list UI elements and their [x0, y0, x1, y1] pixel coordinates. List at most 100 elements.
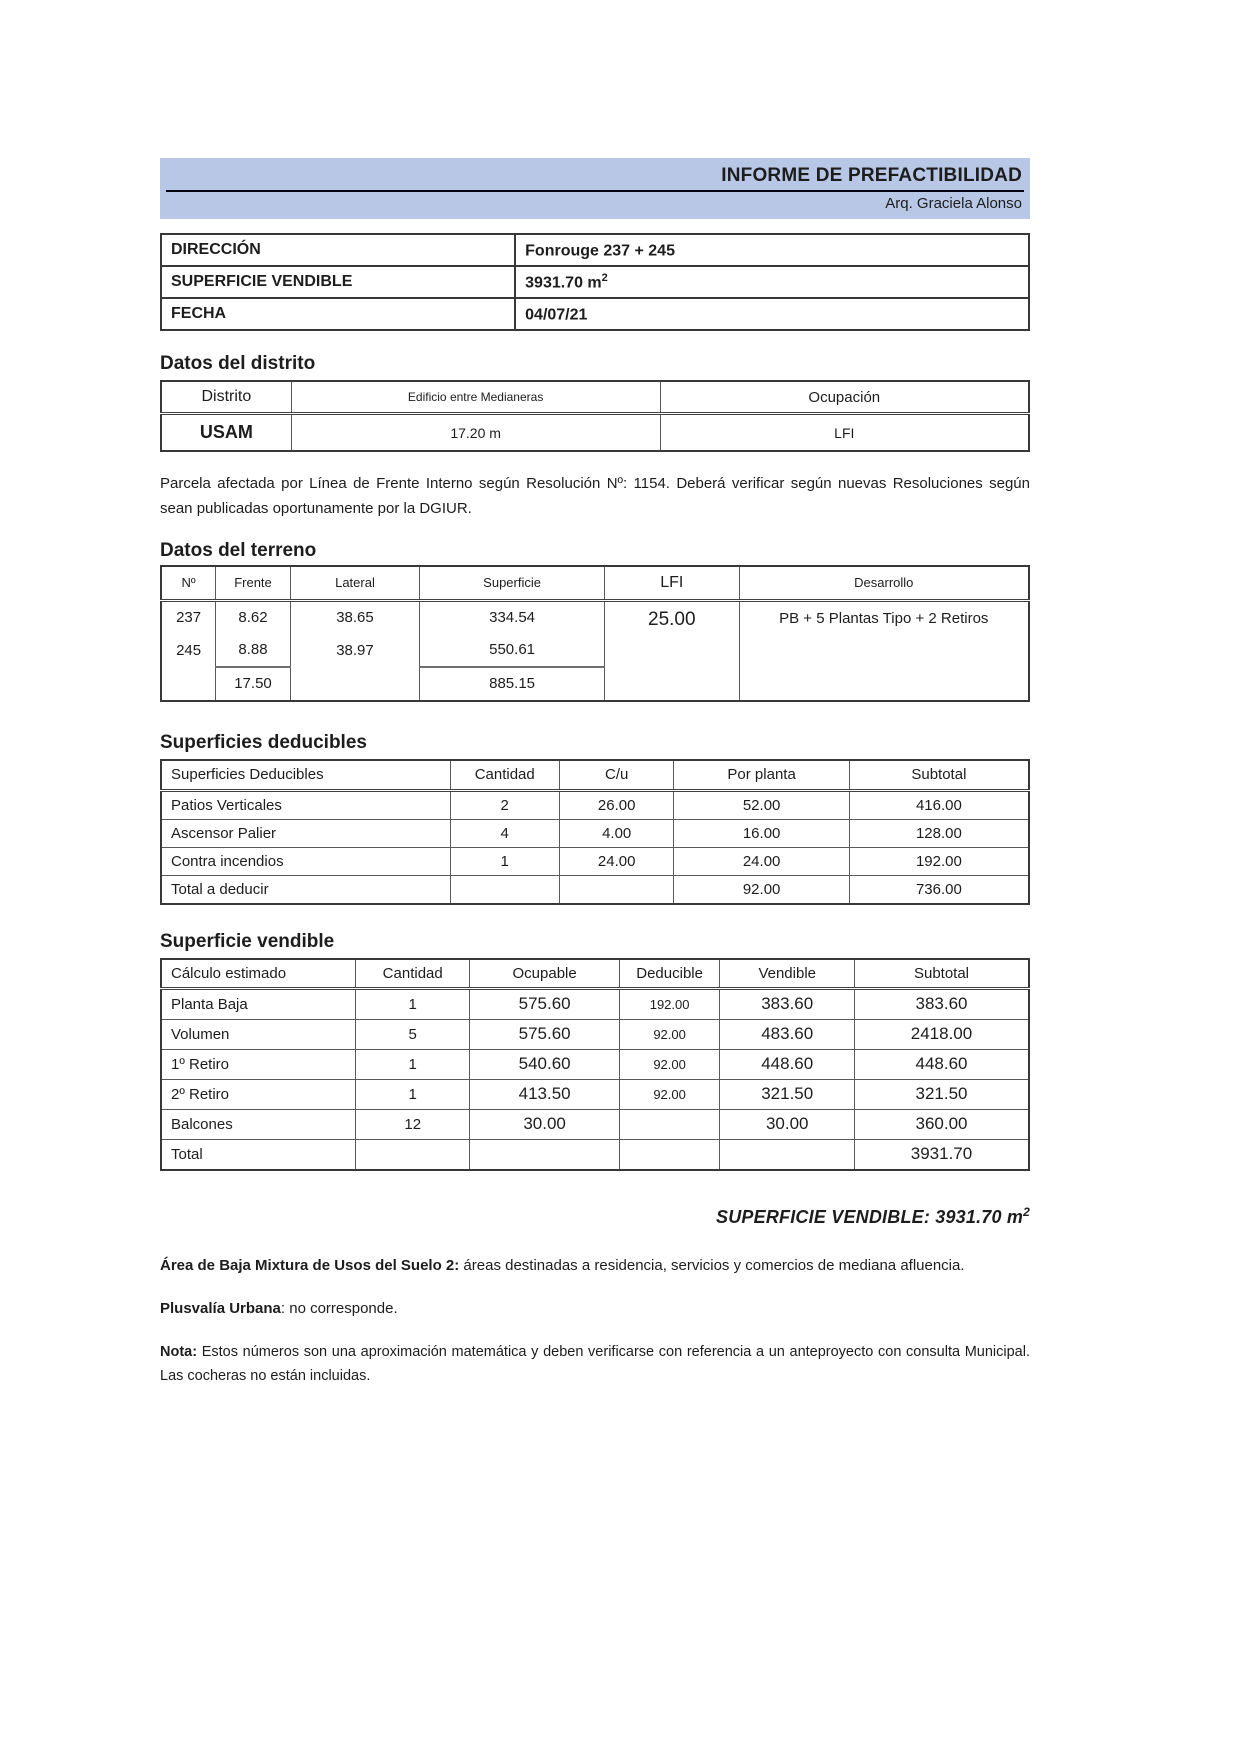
- edificio-value: 17.20 m: [290, 413, 661, 452]
- table-cell: [618, 1138, 721, 1170]
- terreno-table: Nº Frente Lateral Superficie LFI Desarro…: [160, 564, 1030, 702]
- table-row: Volumen 5 575.60 92.00 483.60 2418.00: [160, 1018, 1030, 1050]
- table-cell: 360.00: [853, 1108, 1030, 1140]
- table-row: Balcones 12 30.00 30.00 360.00: [160, 1108, 1030, 1140]
- table-cell: 575.60: [469, 987, 620, 1020]
- info-value-text: 3931.70 m: [525, 274, 602, 292]
- column-header: Frente: [215, 565, 291, 602]
- table-cell: 192.00: [848, 846, 1030, 876]
- info-label: FECHA: [159, 297, 517, 331]
- table-cell: 1: [354, 1048, 471, 1080]
- desarrollo-value: PB + 5 Plantas Tipo + 2 Retiros: [738, 600, 1030, 701]
- table-cell: 1: [354, 987, 471, 1020]
- terreno-heading: Datos del terreno: [160, 539, 317, 561]
- table-cell: Patios Verticales: [160, 789, 451, 820]
- header-band: INFORME DE PREFACTIBILIDAD Arq. Graciela…: [160, 158, 1030, 219]
- column-header: Nº: [160, 565, 217, 602]
- table-row: 2º Retiro 1 413.50 92.00 321.50 321.50: [160, 1078, 1030, 1110]
- column-header: Cantidad: [354, 958, 471, 990]
- table-cell: [289, 666, 421, 701]
- info-value-sup: 2: [601, 271, 608, 284]
- column-header: C/u: [558, 759, 675, 792]
- table-cell: 92.00: [673, 874, 850, 904]
- column-header: Distrito: [160, 380, 292, 415]
- table-cell: 8.88: [215, 633, 291, 668]
- table-cell: [160, 666, 217, 701]
- table-cell: 334.54: [419, 600, 606, 634]
- table-cell: 30.00: [719, 1108, 855, 1140]
- table-row: 1º Retiro 1 540.60 92.00 448.60 448.60: [160, 1048, 1030, 1080]
- table-cell: 483.60: [719, 1018, 855, 1050]
- table-cell: Total a deducir: [160, 874, 451, 904]
- table-row: Planta Baja 1 575.60 192.00 383.60 383.6…: [160, 987, 1030, 1020]
- table-cell: Contra incendios: [160, 846, 451, 876]
- deducibles-heading: Superficies deducibles: [160, 731, 367, 753]
- table-cell: Planta Baja: [160, 987, 356, 1020]
- column-header: Por planta: [673, 759, 850, 792]
- plusvalia-note: Plusvalía Urbana: no corresponde.: [160, 1300, 1030, 1317]
- column-header: Lateral: [289, 565, 421, 602]
- table-row: SUPERFICIE VENDIBLE 3931.70 m2: [159, 265, 1030, 299]
- table-cell: 16.00: [673, 818, 850, 848]
- table-cell: 3931.70: [853, 1138, 1030, 1170]
- table-cell: 383.60: [719, 987, 855, 1020]
- column-header: Edificio entre Medianeras: [290, 380, 661, 415]
- table-header-row: Nº Frente Lateral Superficie LFI Desarro…: [160, 565, 1030, 602]
- distrito-heading: Datos del distrito: [160, 353, 316, 374]
- table-cell: [354, 1138, 471, 1170]
- table-row: FECHA 04/07/21: [159, 297, 1030, 331]
- table-cell: 5: [354, 1018, 471, 1050]
- table-cell: Total: [160, 1138, 356, 1170]
- info-value: Fonrouge 237 + 245: [514, 233, 1030, 267]
- column-header: LFI: [604, 565, 740, 602]
- summary-sup: 2: [1023, 1204, 1030, 1219]
- distrito-table: Distrito Edificio entre Medianeras Ocupa…: [160, 380, 1030, 452]
- info-value: 3931.70 m2: [514, 265, 1030, 299]
- table-row: Patios Verticales 2 26.00 52.00 416.00: [160, 789, 1030, 820]
- column-header: Ocupación: [659, 380, 1030, 415]
- superficie-vendible-summary: SUPERFICIE VENDIBLE: 3931.70 m2: [160, 1205, 1030, 1228]
- column-header: Subtotal: [848, 759, 1030, 792]
- table-cell: 1: [449, 846, 560, 876]
- table-row: 245 8.88 38.97 550.61: [160, 633, 1029, 668]
- table-cell: 448.60: [719, 1048, 855, 1080]
- table-cell: 92.00: [618, 1018, 721, 1050]
- area-note-lead: Área de Baja Mixtura de Usos del Suelo 2…: [160, 1256, 460, 1274]
- plusvalia-note-text: : no corresponde.: [280, 1300, 398, 1318]
- distrito-value: USAM: [160, 413, 292, 452]
- table-header-row: Superficies Deducibles Cantidad C/u Por …: [160, 759, 1030, 792]
- table-cell: 92.00: [618, 1048, 721, 1080]
- table-cell: Ascensor Palier: [160, 818, 451, 848]
- table-cell: 52.00: [673, 789, 850, 820]
- table-cell: 38.97: [289, 633, 421, 667]
- table-cell: 416.00: [848, 789, 1030, 820]
- column-header: Superficies Deducibles: [160, 759, 451, 792]
- table-header-row: Cálculo estimado Cantidad Ocupable Deduc…: [160, 958, 1030, 990]
- table-cell: 448.60: [853, 1048, 1030, 1080]
- table-cell: 413.50: [469, 1078, 620, 1110]
- table-row: Total 3931.70: [160, 1138, 1030, 1170]
- table-cell: [558, 874, 675, 904]
- table-cell: 4.00: [558, 818, 675, 848]
- table-row: 237 8.62 38.65 334.54 25.00 PB + 5 Plant…: [160, 600, 1030, 701]
- column-header: Deducible: [618, 958, 721, 990]
- ocupacion-value: LFI: [659, 413, 1030, 452]
- column-header: Subtotal: [853, 958, 1030, 990]
- table-cell: Volumen: [160, 1018, 356, 1050]
- column-header: Vendible: [719, 958, 855, 990]
- info-label: SUPERFICIE VENDIBLE: [159, 265, 517, 299]
- info-value-text: Fonrouge 237 + 245: [525, 242, 675, 260]
- table-cell: 24.00: [673, 846, 850, 876]
- column-header: Cálculo estimado: [160, 958, 356, 990]
- page-title: INFORME DE PREFACTIBILIDAD: [166, 165, 1024, 192]
- info-value: 04/07/21: [514, 297, 1030, 331]
- table-cell: [449, 874, 560, 904]
- deducibles-table: Superficies Deducibles Cantidad C/u Por …: [160, 758, 1030, 905]
- table-cell: 4: [449, 818, 560, 848]
- table-cell: 30.00: [469, 1108, 620, 1140]
- table-cell: 383.60: [853, 987, 1030, 1020]
- table-cell: 321.50: [719, 1078, 855, 1110]
- nota-note-lead: Nota:: [160, 1344, 198, 1361]
- table-row: USAM 17.20 m LFI: [160, 413, 1030, 452]
